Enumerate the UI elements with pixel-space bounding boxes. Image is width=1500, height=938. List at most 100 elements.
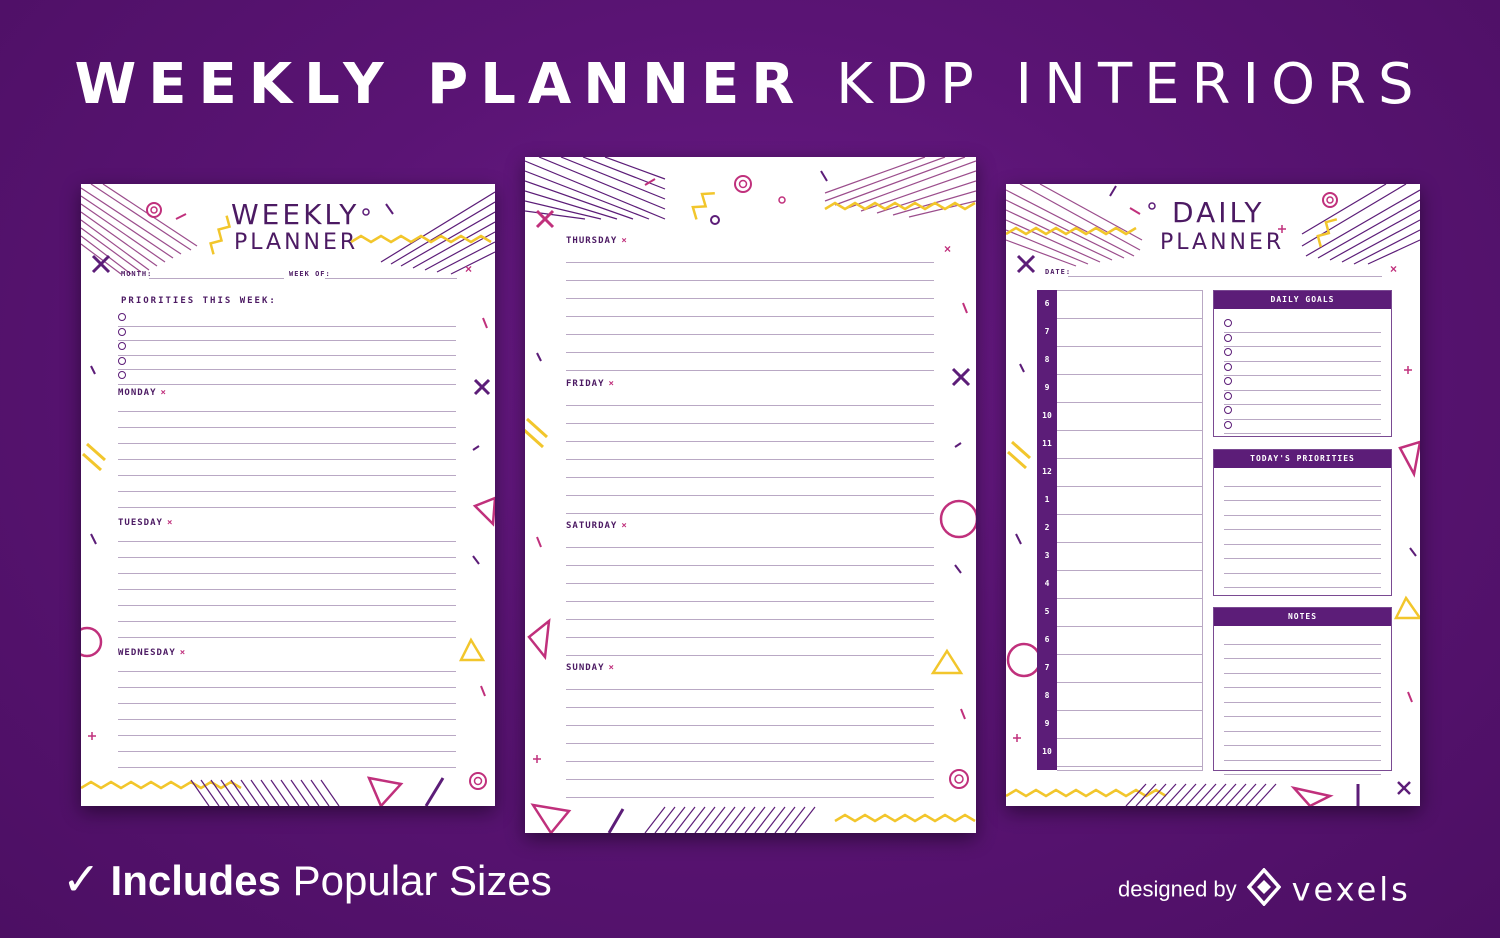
headline-light: KDP INTERIORS <box>836 52 1426 117</box>
hour-label: 9 <box>1044 383 1050 392</box>
schedule-area[interactable] <box>1057 290 1203 771</box>
goal-checkbox-row[interactable] <box>1224 347 1381 362</box>
hour-label: 11 <box>1042 439 1052 448</box>
day-label-friday: FRIDAY × <box>566 379 615 389</box>
checkbox-circle-icon[interactable] <box>118 313 126 321</box>
wednesday-lines[interactable] <box>118 656 456 768</box>
day-name: MONDAY <box>118 388 157 398</box>
hour-label: 10 <box>1042 411 1052 420</box>
priority-checkbox-row[interactable] <box>118 356 456 370</box>
checkbox-circle-icon[interactable] <box>1224 377 1232 385</box>
checkbox-circle-icon[interactable] <box>1224 333 1232 342</box>
day-label-monday: MONDAY × <box>118 388 167 398</box>
priority-checkbox-row[interactable] <box>118 341 456 356</box>
designed-by-text: designed by <box>1118 876 1237 902</box>
priority-checkbox-row[interactable] <box>118 370 456 385</box>
goal-checkbox-row[interactable] <box>1224 376 1381 391</box>
checkbox-circle-icon[interactable] <box>1224 319 1232 327</box>
designer-credit[interactable]: designed by vexels <box>1118 867 1411 911</box>
close-icon: × <box>160 388 167 398</box>
day-name: WEDNESDAY <box>118 648 176 658</box>
week-of-label: WEEK OF: <box>289 270 331 278</box>
hour-label: 6 <box>1044 299 1050 308</box>
close-icon: × <box>621 521 628 531</box>
notes-box: NOTES <box>1213 607 1392 775</box>
thursday-lines[interactable] <box>566 245 934 371</box>
priorities-lines[interactable] <box>1224 472 1381 588</box>
close-icon: × <box>944 242 952 256</box>
day-label-sunday: SUNDAY × <box>566 663 615 673</box>
notes-title: NOTES <box>1214 608 1391 626</box>
headline: WEEKLY PLANNER KDP INTERIORS <box>0 52 1500 117</box>
notes-lines[interactable] <box>1224 630 1381 775</box>
close-icon: × <box>166 518 174 528</box>
page-decorations <box>525 157 976 833</box>
goal-checkbox-row[interactable] <box>1224 318 1381 333</box>
page-subtitle: PLANNER <box>234 230 359 255</box>
day-label-saturday: SATURDAY × <box>566 521 628 531</box>
checkbox-circle-icon[interactable] <box>118 327 126 336</box>
page-decorations <box>1006 184 1420 806</box>
daily-goals-box: DAILY GOALS <box>1213 290 1392 437</box>
day-name: TUESDAY <box>118 518 163 528</box>
checkbox-circle-icon[interactable] <box>1224 406 1232 414</box>
monday-lines[interactable] <box>118 396 456 508</box>
hour-label: 10 <box>1042 747 1052 756</box>
priorities-list <box>118 312 456 385</box>
vexels-brand: vexels <box>1291 870 1411 909</box>
checkbox-circle-icon[interactable] <box>118 342 126 350</box>
date-field[interactable] <box>1068 276 1382 277</box>
hour-label: 9 <box>1044 719 1050 728</box>
priorities-label: PRIORITIES THIS WEEK: <box>121 296 277 306</box>
day-name: SUNDAY <box>566 663 605 673</box>
close-icon: × <box>1390 262 1398 276</box>
goal-checkbox-row[interactable] <box>1224 333 1381 347</box>
hour-label: 8 <box>1044 355 1050 364</box>
month-field[interactable] <box>149 278 284 279</box>
close-icon: × <box>608 379 615 389</box>
hour-label: 6 <box>1044 635 1050 644</box>
hour-label: 5 <box>1044 607 1050 616</box>
page-decorations <box>81 184 495 806</box>
hour-label: 4 <box>1044 579 1050 588</box>
goal-checkbox-row[interactable] <box>1224 420 1381 434</box>
checkbox-circle-icon[interactable] <box>1224 420 1232 429</box>
vexels-logo-icon <box>1246 867 1282 911</box>
hour-label: 7 <box>1044 663 1050 672</box>
checkbox-circle-icon[interactable] <box>118 356 126 365</box>
priority-checkbox-row[interactable] <box>118 312 456 327</box>
tuesday-lines[interactable] <box>118 526 456 638</box>
checkbox-circle-icon[interactable] <box>1224 362 1232 371</box>
saturday-lines[interactable] <box>566 530 934 656</box>
hour-label: 12 <box>1042 467 1052 476</box>
priority-checkbox-row[interactable] <box>118 327 456 341</box>
hour-label: 8 <box>1044 691 1050 700</box>
goal-checkbox-row[interactable] <box>1224 362 1381 376</box>
page-title: DAILY <box>1172 196 1265 229</box>
close-icon: × <box>465 262 473 276</box>
goal-checkbox-row[interactable] <box>1224 391 1381 405</box>
goal-checkbox-row[interactable] <box>1224 405 1381 420</box>
checkbox-circle-icon[interactable] <box>1224 348 1232 356</box>
close-icon: × <box>179 648 187 658</box>
daily-planner-page: DAILY PLANNER × DATE: 6 7 8 9 10 11 12 1… <box>1006 184 1420 806</box>
daily-goals-title: DAILY GOALS <box>1214 291 1391 309</box>
month-label: MONTH: <box>121 270 153 278</box>
includes-light: Popular Sizes <box>292 857 552 904</box>
day-name: FRIDAY <box>566 379 605 389</box>
hour-label: 3 <box>1044 551 1050 560</box>
includes-sizes-text: ✓ Includes Popular Sizes <box>62 852 552 906</box>
day-name: SATURDAY <box>566 521 618 531</box>
week-of-field[interactable] <box>325 278 457 279</box>
weekend-planner-page: × THURSDAY × FRIDAY × SATURDAY × SUNDAY × <box>525 157 976 833</box>
weekly-planner-page: WEEKLY PLANNER × MONTH: WEEK OF: PRIORIT… <box>81 184 495 806</box>
checkbox-circle-icon[interactable] <box>118 371 126 379</box>
close-icon: × <box>621 236 628 246</box>
todays-priorities-title: TODAY'S PRIORITIES <box>1214 450 1391 468</box>
sunday-lines[interactable] <box>566 672 934 798</box>
day-label-wednesday: WEDNESDAY × <box>118 648 186 658</box>
checkbox-circle-icon[interactable] <box>1224 391 1232 400</box>
hour-column: 6 7 8 9 10 11 12 1 2 3 4 5 6 7 8 9 10 <box>1037 290 1057 770</box>
includes-bold: Includes <box>110 857 281 904</box>
friday-lines[interactable] <box>566 388 934 514</box>
